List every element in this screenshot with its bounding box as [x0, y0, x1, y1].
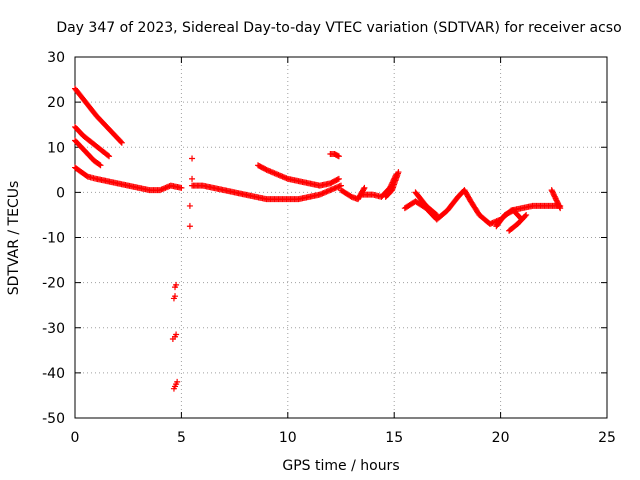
data-point	[523, 211, 530, 218]
y-tick-label: 20	[47, 95, 65, 111]
y-axis-label: SDTVAR / TECUs	[6, 181, 22, 296]
y-tick-label: 0	[56, 185, 65, 201]
x-tick-label: 20	[492, 430, 510, 446]
data-point	[186, 202, 193, 209]
chart-title: Day 347 of 2023, Sidereal Day-to-day VTE…	[56, 20, 621, 36]
y-tick-labels: 30 20 10 0 -10 -20 -30 -40 -50	[42, 50, 65, 427]
x-tick-label: 5	[177, 430, 186, 446]
data-point	[189, 175, 196, 182]
data-point	[174, 378, 181, 385]
data-points	[72, 85, 564, 392]
data-point	[117, 138, 124, 145]
data-point	[186, 223, 193, 230]
data-point	[96, 161, 103, 168]
data-point	[334, 176, 341, 183]
data-point	[522, 212, 529, 219]
data-point	[360, 186, 367, 193]
x-tick-label: 15	[385, 430, 403, 446]
data-point	[557, 205, 564, 212]
data-point	[178, 184, 185, 191]
data-point	[172, 293, 179, 300]
data-point	[432, 211, 439, 218]
data-point	[335, 175, 342, 182]
x-tick-labels: 0 5 10 15 20 25	[71, 430, 616, 446]
y-tick-label: -40	[42, 366, 65, 382]
data-point	[335, 153, 342, 160]
data-point	[173, 281, 180, 288]
data-point	[189, 155, 196, 162]
y-tick-label: -10	[42, 231, 65, 247]
data-point	[118, 139, 125, 146]
grid	[75, 57, 607, 418]
data-point	[106, 153, 113, 160]
data-point	[104, 152, 111, 159]
x-tick-label: 10	[279, 430, 297, 446]
data-point	[556, 203, 563, 210]
x-tick-label: 25	[598, 430, 616, 446]
x-axis-label: GPS time / hours	[282, 458, 399, 474]
data-point	[173, 331, 180, 338]
y-tick-label: -50	[42, 411, 65, 427]
data-point	[395, 169, 402, 176]
x-tick-label: 0	[71, 430, 80, 446]
data-point	[97, 162, 104, 169]
data-point	[361, 184, 368, 191]
data-point	[433, 211, 440, 218]
y-tick-label: -20	[42, 276, 65, 292]
y-tick-label: 30	[47, 50, 65, 66]
y-tick-label: -30	[42, 321, 65, 337]
y-tick-label: 10	[47, 140, 65, 156]
